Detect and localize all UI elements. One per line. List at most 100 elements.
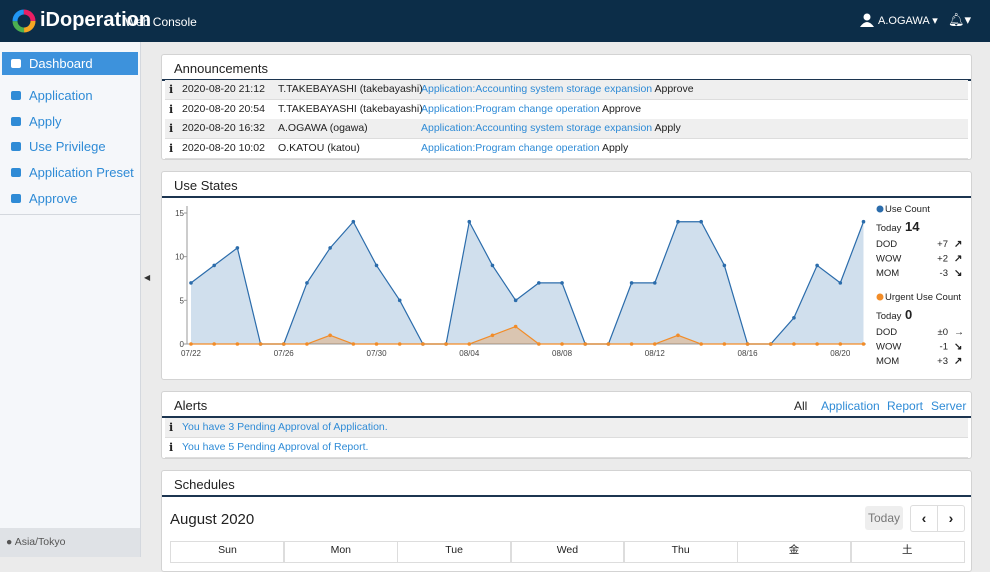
trend-arrow: ↗ [954, 254, 962, 265]
legend-swatch [876, 205, 884, 213]
message: Application:Program change operation App… [421, 139, 628, 158]
application-link[interactable]: Application:Accounting system storage ex… [421, 83, 653, 95]
point [768, 342, 773, 346]
point [722, 342, 727, 346]
title-underline [162, 416, 971, 418]
user: T.TAKEBAYASHI (takebayashi) [278, 83, 423, 95]
nav-item[interactable]: Application Preset [2, 161, 138, 184]
point [792, 316, 796, 320]
point [583, 342, 588, 346]
today-button[interactable]: Today [865, 506, 903, 530]
message: Application:Accounting system storage ex… [421, 80, 694, 99]
legend-label: Use Count [885, 204, 930, 215]
point [606, 342, 611, 346]
point [374, 342, 379, 346]
point [652, 281, 657, 285]
application-link[interactable]: Application:Accounting system storage ex… [421, 122, 653, 135]
nav-label[interactable]: Application [29, 88, 93, 103]
point [305, 281, 309, 285]
point [676, 333, 680, 338]
nav-item[interactable]: Dashboard [2, 52, 138, 75]
nav-label[interactable]: Application Preset [29, 165, 134, 180]
title-underline [162, 196, 971, 198]
nav-icon [11, 91, 21, 100]
point [328, 333, 332, 338]
stat-label: WOW [876, 342, 901, 353]
action: Approve [654, 83, 694, 95]
collapse-toggle[interactable]: ◀ [144, 273, 151, 282]
alert-link[interactable]: You have 3 Pending Approval of Applicati… [182, 421, 388, 433]
action: Apply [654, 122, 681, 135]
weekday-header: Wed [509, 541, 625, 563]
point [189, 281, 193, 285]
trend-arrow: ↗ [954, 239, 962, 250]
application-link[interactable]: Application:Program change operation [421, 102, 600, 115]
point [235, 246, 240, 250]
divider [0, 214, 140, 215]
nav-item[interactable]: Application [2, 84, 138, 107]
point [722, 263, 727, 268]
user: T.TAKEBAYASHI (takebayashi) [278, 102, 423, 115]
user-name[interactable]: A.OGAWA [878, 15, 930, 27]
application-link[interactable]: Application:Program change operation [421, 142, 600, 155]
nav-label[interactable]: Dashboard [29, 56, 93, 71]
message: Application:Program change operation App… [421, 100, 641, 119]
announcement-row: i 2020-08-20 10:02 O.KATOU (katou) Applicat… [165, 139, 968, 160]
point [444, 342, 448, 346]
user-icon [860, 13, 874, 27]
panel-title: Announcements [174, 61, 268, 76]
point [560, 281, 564, 285]
alert-filter[interactable]: Report [887, 399, 924, 413]
alert-filter[interactable]: Application [821, 399, 880, 413]
weekday-header: Mon [283, 541, 399, 563]
x-tick-label: 07/26 [274, 349, 295, 358]
next-button[interactable]: › [937, 505, 965, 532]
area-fill [191, 221, 864, 344]
nav-item[interactable]: Approve [2, 187, 138, 210]
nav-icon [11, 194, 21, 203]
info-icon: i [169, 122, 174, 136]
chart: 0 5 10 15 07/22 07/26 07/30 08/04 08/08 08/12 08/1… [175, 204, 964, 367]
point [699, 342, 703, 346]
point [861, 219, 866, 224]
area-line [191, 325, 864, 345]
panel-title: Schedules [174, 477, 235, 492]
legend-swatch [876, 293, 884, 301]
user-menu[interactable]: A.OGAWA ▾ [878, 15, 938, 27]
point [374, 263, 379, 268]
logo-subtitle: Web Console [125, 15, 197, 29]
x-tick-label: 08/12 [645, 349, 666, 358]
prev-button[interactable]: ‹ [910, 505, 938, 532]
info-icon: i [169, 83, 174, 96]
x-tick-label: 07/30 [367, 349, 388, 358]
alert-link[interactable]: You have 5 Pending Approval of Report. [182, 440, 369, 453]
logo-text: iDoperation [40, 9, 152, 31]
schedules-panel: Schedules August 2020 Today ‹ › Sun Mon Tu… [161, 470, 972, 572]
nav-label[interactable]: Use Privilege [29, 139, 106, 154]
point [351, 219, 356, 224]
nav-item[interactable]: Use Privilege [2, 135, 138, 158]
weekday-header: Tue [396, 541, 512, 563]
point [537, 342, 541, 346]
date: 2020-08-20 21:12 [182, 83, 265, 95]
y-tick-label: 15 [175, 209, 184, 218]
x-tick-label: 08/20 [830, 349, 851, 358]
trend-arrow: → [954, 327, 964, 338]
point [629, 342, 634, 346]
alert-filter[interactable]: Server [931, 399, 967, 413]
weekday-header: 土 [849, 541, 965, 563]
x-tick-label: 07/22 [181, 349, 202, 358]
notifications[interactable]: 🔔︎▾ [948, 12, 972, 27]
nav-label[interactable]: Approve [29, 191, 78, 206]
nav-icon [11, 117, 21, 126]
point [490, 333, 495, 338]
point [467, 342, 472, 346]
alert-filter[interactable]: All [794, 399, 808, 413]
point [235, 342, 240, 346]
point [513, 324, 518, 329]
user: O.KATOU (katou) [278, 142, 360, 155]
point [815, 263, 819, 268]
nav-label[interactable]: Apply [29, 114, 62, 129]
nav-item[interactable]: Apply [2, 110, 138, 133]
